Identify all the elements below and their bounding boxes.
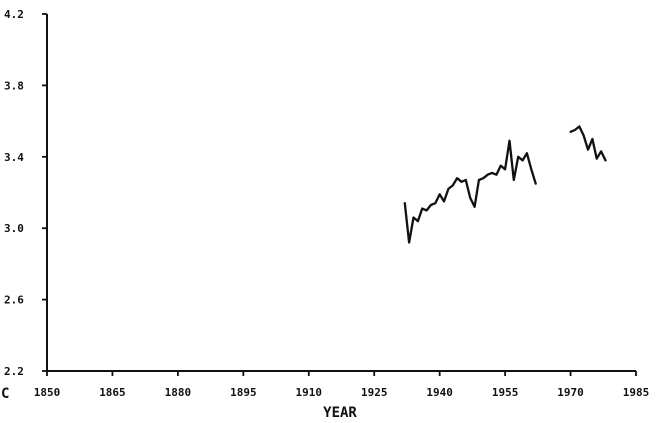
- x-axis-title: YEAR: [323, 405, 357, 421]
- y-tick-label: 3.4: [4, 151, 24, 164]
- x-tick-label: 1880: [165, 386, 192, 399]
- y-tick-label: 4.2: [4, 8, 24, 21]
- x-tick-label: 1985: [623, 386, 650, 399]
- x-tick-label: 1895: [230, 386, 257, 399]
- axes: [46, 14, 636, 372]
- x-tick-label: 1910: [296, 386, 323, 399]
- series-line-segment: [403, 139, 537, 244]
- x-tick-label: 1940: [426, 386, 453, 399]
- y-tick-label: 2.6: [4, 294, 24, 307]
- x-tick-label: 1970: [557, 386, 584, 399]
- corner-label: C: [1, 386, 9, 402]
- x-tick-label: 1850: [34, 386, 61, 399]
- y-tick-label: 3.8: [4, 79, 24, 92]
- y-ticks: 2.2 2.6 3.0 3.4 3.8 4.2: [4, 8, 47, 378]
- x-tick-label: 1865: [99, 386, 126, 399]
- series-group: [403, 125, 607, 244]
- x-tick-label: 1955: [492, 386, 519, 399]
- x-tick-label: 1925: [361, 386, 388, 399]
- y-tick-label: 2.2: [4, 365, 24, 378]
- y-tick-label: 3.0: [4, 222, 24, 235]
- x-ticks: 1850 1865 1880 1895 1910 1925 1940 1955 1970 1985: [34, 371, 650, 399]
- series-line-segment: [569, 125, 607, 162]
